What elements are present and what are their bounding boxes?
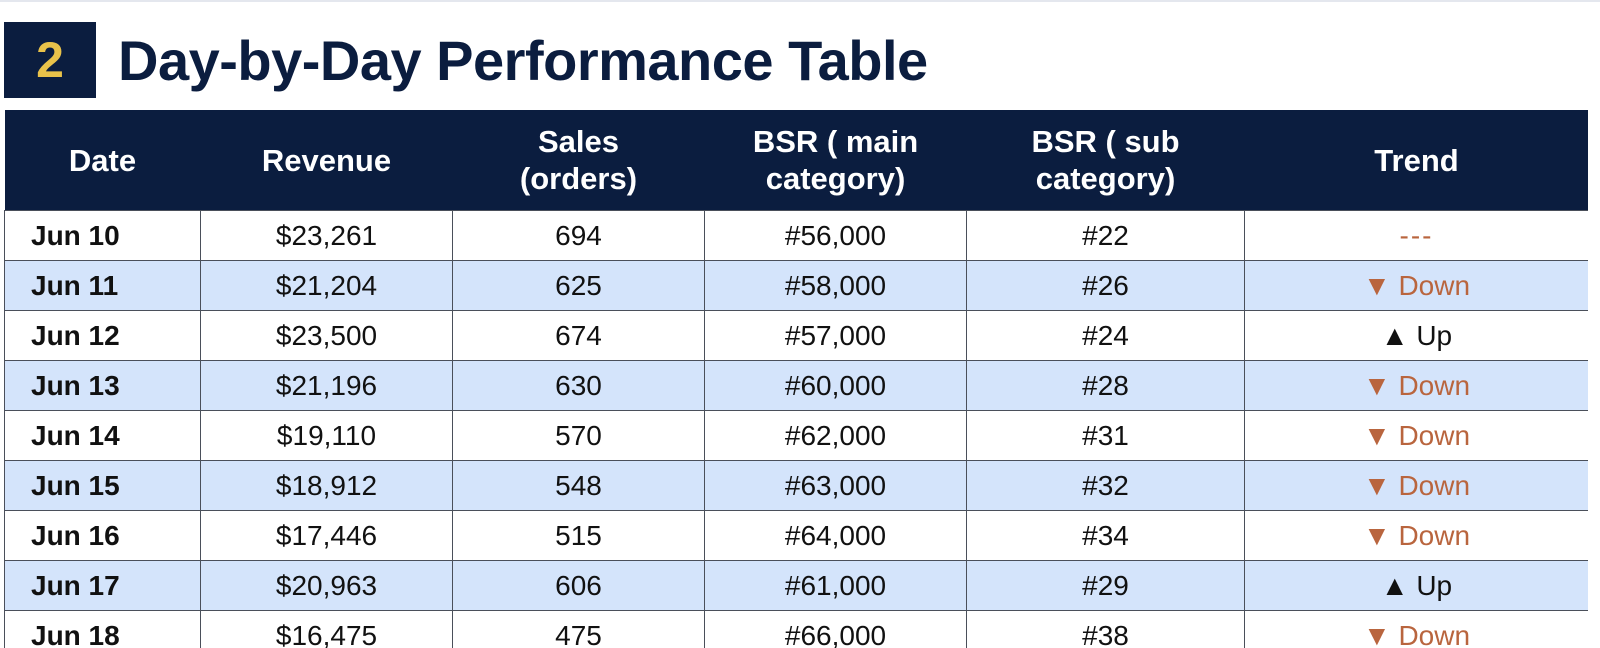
- cell-date: Jun 16: [4, 510, 201, 561]
- cell-revenue: $23,500: [200, 310, 453, 361]
- cell-bsr-main: #57,000: [704, 310, 967, 361]
- header-bsr-main: BSR ( main category): [704, 110, 967, 211]
- header-date: Date: [4, 110, 201, 211]
- cell-bsr-main: #58,000: [704, 260, 967, 311]
- header-label: (orders): [519, 161, 638, 196]
- table-row: Jun 16 $17,446 515 #64,000 #34 ▼ Down: [4, 510, 1588, 561]
- header-label: Revenue: [261, 142, 392, 178]
- top-divider: [0, 0, 1600, 2]
- cell-trend: ▼ Down: [1244, 410, 1588, 461]
- cell-bsr-main: #61,000: [704, 560, 967, 611]
- cell-bsr-sub: #24: [966, 310, 1245, 361]
- cell-date: Jun 11: [4, 260, 201, 311]
- cell-bsr-sub: #26: [966, 260, 1245, 311]
- cell-revenue: $21,204: [200, 260, 453, 311]
- cell-date: Jun 10: [4, 210, 201, 261]
- cell-sales: 694: [452, 210, 705, 261]
- table-row: Jun 15 $18,912 548 #63,000 #32 ▼ Down: [4, 460, 1588, 511]
- cell-bsr-sub: #28: [966, 360, 1245, 411]
- table-body: Jun 10 $23,261 694 #56,000 #22 --- Jun 11 $21,2…: [4, 210, 1588, 648]
- cell-sales: 548: [452, 460, 705, 511]
- cell-revenue: $21,196: [200, 360, 453, 411]
- cell-bsr-sub: #29: [966, 560, 1245, 611]
- cell-revenue: $18,912: [200, 460, 453, 511]
- cell-revenue: $23,261: [200, 210, 453, 261]
- cell-bsr-sub: #34: [966, 510, 1245, 561]
- cell-bsr-main: #64,000: [704, 510, 967, 561]
- cell-bsr-sub: #38: [966, 610, 1245, 648]
- header-label: Trend: [1374, 142, 1459, 178]
- cell-trend: ▼ Down: [1244, 510, 1588, 561]
- table-row: Jun 18 $16,475 475 #66,000 #38 ▼ Down: [4, 610, 1588, 648]
- cell-date: Jun 17: [4, 560, 201, 611]
- header-sales: Sales (orders): [452, 110, 705, 211]
- section-number-badge: 2: [4, 22, 96, 98]
- header-label: category): [765, 161, 906, 196]
- cell-sales: 475: [452, 610, 705, 648]
- cell-sales: 630: [452, 360, 705, 411]
- header-label: Date: [68, 142, 137, 178]
- table-row: Jun 12 $23,500 674 #57,000 #24 ▲ Up: [4, 310, 1588, 361]
- cell-bsr-sub: #22: [966, 210, 1245, 261]
- cell-bsr-main: #56,000: [704, 210, 967, 261]
- cell-trend: ▼ Down: [1244, 610, 1588, 648]
- cell-date: Jun 12: [4, 310, 201, 361]
- cell-revenue: $17,446: [200, 510, 453, 561]
- table-row: Jun 11 $21,204 625 #58,000 #26 ▼ Down: [4, 260, 1588, 311]
- table-row: Jun 14 $19,110 570 #62,000 #31 ▼ Down: [4, 410, 1588, 461]
- cell-revenue: $16,475: [200, 610, 453, 648]
- cell-bsr-main: #63,000: [704, 460, 967, 511]
- table-row: Jun 13 $21,196 630 #60,000 #28 ▼ Down: [4, 360, 1588, 411]
- cell-sales: 606: [452, 560, 705, 611]
- cell-revenue: $20,963: [200, 560, 453, 611]
- header-bsr-sub: BSR ( sub category): [966, 110, 1245, 211]
- cell-trend: ---: [1244, 210, 1588, 261]
- cell-bsr-main: #66,000: [704, 610, 967, 648]
- cell-sales: 674: [452, 310, 705, 361]
- cell-sales: 570: [452, 410, 705, 461]
- cell-bsr-sub: #31: [966, 410, 1245, 461]
- cell-date: Jun 18: [4, 610, 201, 648]
- table-header-row: Date Revenue Sales (orders) BSR ( main catego…: [4, 110, 1588, 211]
- cell-revenue: $19,110: [200, 410, 453, 461]
- header-label: Sales: [537, 124, 619, 159]
- performance-table: Date Revenue Sales (orders) BSR ( main catego…: [4, 110, 1588, 648]
- cell-trend: ▲ Up: [1244, 310, 1588, 361]
- cell-sales: 515: [452, 510, 705, 561]
- cell-trend: ▼ Down: [1244, 260, 1588, 311]
- cell-trend: ▲ Up: [1244, 560, 1588, 611]
- header-label: BSR ( sub: [1031, 124, 1180, 159]
- cell-sales: 625: [452, 260, 705, 311]
- cell-trend: ▼ Down: [1244, 360, 1588, 411]
- header-label: BSR ( main: [752, 124, 919, 159]
- header-revenue: Revenue: [200, 110, 453, 211]
- cell-date: Jun 14: [4, 410, 201, 461]
- cell-bsr-sub: #32: [966, 460, 1245, 511]
- table-row: Jun 10 $23,261 694 #56,000 #22 ---: [4, 210, 1588, 261]
- section-title: Day-by-Day Performance Table: [118, 28, 928, 92]
- performance-table-container: Date Revenue Sales (orders) BSR ( main catego…: [4, 110, 1588, 648]
- cell-bsr-main: #62,000: [704, 410, 967, 461]
- cell-bsr-main: #60,000: [704, 360, 967, 411]
- section-header: 2 Day-by-Day Performance Table: [4, 22, 928, 98]
- cell-date: Jun 15: [4, 460, 201, 511]
- header-trend: Trend: [1244, 110, 1588, 211]
- cell-date: Jun 13: [4, 360, 201, 411]
- table-row: Jun 17 $20,963 606 #61,000 #29 ▲ Up: [4, 560, 1588, 611]
- header-label: category): [1035, 161, 1176, 196]
- cell-trend: ▼ Down: [1244, 460, 1588, 511]
